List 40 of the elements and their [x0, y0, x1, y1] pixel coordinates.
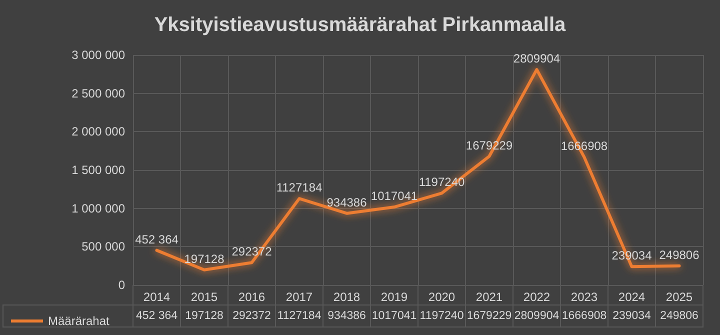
x-tick-label: 2017: [286, 290, 313, 304]
x-tick-label: 2019: [380, 290, 408, 304]
text: 452 364: [135, 232, 178, 246]
y-tick-label: 0: [118, 278, 126, 292]
data-label: 1017041: [372, 310, 417, 322]
x-tick-label: 2018: [333, 290, 360, 304]
x-tick-label: 2016: [238, 290, 266, 304]
legend-label: Määrärahat: [48, 314, 110, 328]
text: 1017041: [370, 189, 418, 204]
y-tick-label: 3 000 000: [72, 48, 126, 62]
data-label: 1666908: [562, 310, 607, 322]
y-tick-label: 2 000 000: [72, 124, 126, 139]
text: 1127184: [276, 180, 322, 195]
y-tick-label: 2 500 000: [72, 86, 126, 100]
y-tick-label: 1 000 000: [72, 201, 126, 216]
data-label: 1197240: [420, 310, 464, 322]
text: 197128: [184, 252, 224, 266]
x-tick-label: 2014: [143, 290, 170, 304]
data-label: 2809904: [514, 310, 560, 322]
data-label: 239034: [612, 310, 652, 322]
data-label: 1679229: [466, 310, 512, 322]
data-label: 934386: [328, 310, 366, 322]
chart-title: Yksityistieavustusmäärärahat Pirkanmaalla: [154, 14, 567, 36]
data-label: 452 364: [136, 310, 178, 322]
x-tick-label: 2024: [618, 290, 646, 304]
data-label: 197128: [185, 310, 224, 322]
x-tick-label: 2023: [570, 290, 598, 304]
y-tick-label: 1 500 000: [72, 163, 126, 177]
data-label: 292372: [232, 310, 271, 322]
x-tick-label: 2020: [428, 290, 456, 304]
text: 249806: [659, 248, 700, 262]
x-tick-label: 2025: [666, 290, 693, 304]
x-tick-label: 2022: [523, 290, 550, 304]
x-tick-label: 2015: [190, 290, 218, 304]
text: 2809904: [513, 52, 560, 66]
x-tick-label: 2021: [476, 290, 503, 304]
data-label: 1127184: [277, 310, 322, 322]
y-tick-label: 500 000: [82, 240, 126, 254]
data-label: 249806: [660, 310, 698, 322]
text: 934386: [326, 195, 367, 210]
